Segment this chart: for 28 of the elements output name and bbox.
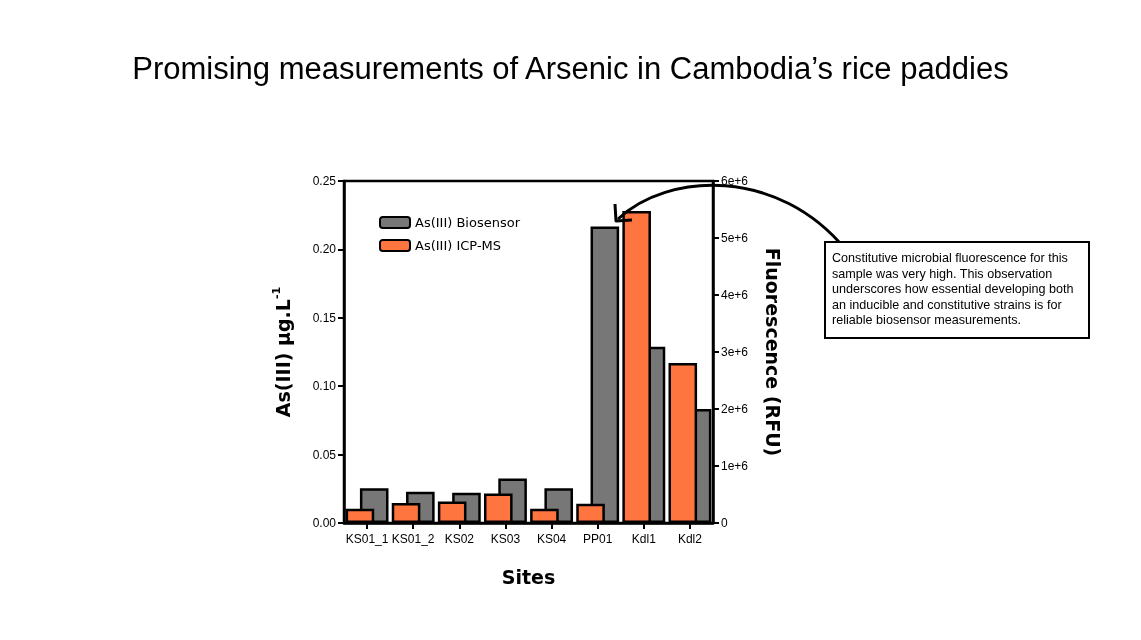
y2-tick-label: 1e+6 (721, 459, 749, 473)
y2-tick-label: 6e+6 (721, 174, 749, 188)
text: Constitutive microbial fluorescence for this sample was very high. This observation underscores how essential developing both an inducible and constitutive strains is for reliable biosensor measurements. (824, 241, 1090, 339)
x-tick-label: Kdl1 (631, 532, 657, 546)
legend-label: As(III) Biosensor (415, 215, 521, 230)
y2-axis-title: Fluorescence (RFU) (761, 247, 784, 457)
x-tick-label: PP01 (583, 532, 613, 546)
chart-title: Promising measurements of Arsenic in Cambodia’s rice paddies (132, 51, 1009, 86)
y-tick-label: 0.25 (312, 174, 337, 188)
x-tick-label: KS02 (444, 532, 475, 546)
y2-tick-label: 4e+6 (721, 288, 749, 302)
y-tick-label: 0.20 (312, 242, 337, 257)
y2-tick-label: 0 (721, 516, 728, 530)
y-tick-label: 0.00 (312, 516, 337, 530)
x-tick-label: KS04 (536, 532, 567, 546)
y2-tick-label: 2e+6 (721, 402, 749, 416)
y-axis-title: As(III) µg.L-1 (270, 286, 294, 418)
y-tick-label: 0.05 (312, 447, 337, 462)
y2-tick-label: 5e+6 (721, 231, 749, 245)
x-tick-label: KS01_2 (391, 532, 435, 546)
y-tick-label: 0.10 (312, 379, 337, 394)
y2-tick-label: 3e+6 (721, 345, 749, 359)
legend-label: As(III) ICP-MS (415, 238, 502, 253)
x-tick-label: Kdl2 (677, 532, 703, 546)
x-tick-label: KS03 (490, 532, 521, 546)
x-tick-label: KS01_1 (345, 532, 389, 546)
y-tick-label: 0.15 (312, 310, 337, 325)
x-axis-title: Sites (501, 565, 556, 588)
